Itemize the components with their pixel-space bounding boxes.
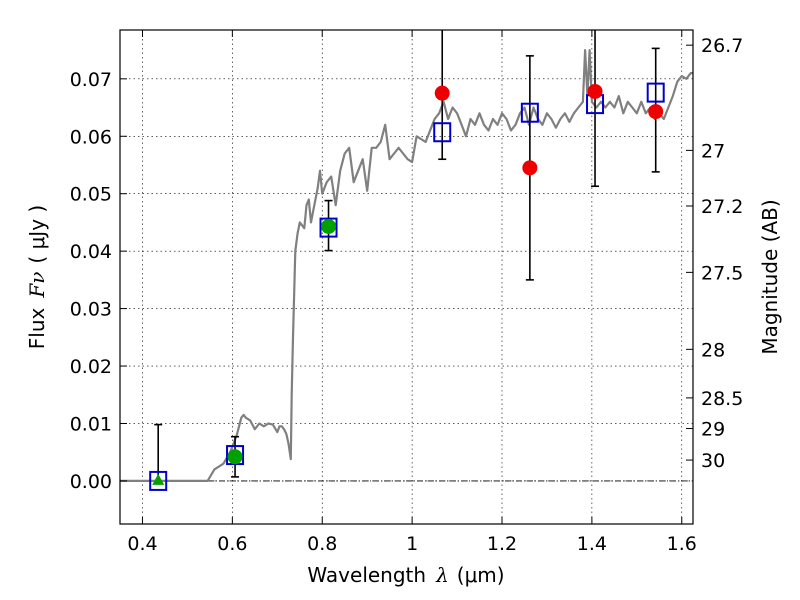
observed-flux-point xyxy=(522,160,538,176)
y-axis-label-text: Flux xyxy=(25,307,49,349)
axis-ticks xyxy=(120,30,693,524)
mag-tick-label: 27.5 xyxy=(701,262,743,284)
x-tick-label: 1 xyxy=(406,533,418,555)
y-tick-label: 0.06 xyxy=(70,126,112,148)
x-tick-label: 0.4 xyxy=(127,533,157,555)
plot-frame xyxy=(119,29,694,525)
model-photometry-square xyxy=(319,217,338,238)
x-axis-math: λ xyxy=(435,563,449,587)
observed-flux-point xyxy=(227,449,243,465)
model-photometry-square xyxy=(149,470,168,491)
x-axis-unit: (μm) xyxy=(457,563,505,587)
y-axis-unit: ( μJy ) xyxy=(25,205,49,264)
y-tick-label: 0.05 xyxy=(70,184,112,206)
y-tick-label: 0.04 xyxy=(70,241,112,263)
y-tick-label: 0.01 xyxy=(70,413,112,435)
observed-flux-point xyxy=(434,85,450,101)
right-axis-label: Magnitude (AB) xyxy=(758,199,782,354)
y-axis-math: Fν xyxy=(25,272,49,299)
observed-flux-point xyxy=(587,83,603,99)
x-tick-label: 0.6 xyxy=(217,533,247,555)
y-axis-label: Flux Fν ( μJy ) xyxy=(25,205,49,349)
mag-tick-label: 28.5 xyxy=(701,388,743,410)
observed-upper-limit-triangle xyxy=(152,473,165,485)
mag-tick-label: 26.7 xyxy=(701,35,743,57)
mag-tick-label: 27 xyxy=(701,140,725,162)
mag-tick-label: 30 xyxy=(701,450,725,472)
x-axis-label: Wavelength λ (μm) xyxy=(307,563,504,587)
x-tick-label: 1.6 xyxy=(667,533,697,555)
mag-tick-label: 28 xyxy=(701,339,725,361)
x-tick-label: 1.4 xyxy=(577,533,607,555)
x-axis-label-text: Wavelength xyxy=(307,563,426,587)
model-photometry-square xyxy=(433,122,452,143)
mag-tick-label: 29 xyxy=(701,419,725,441)
observed-flux-point xyxy=(648,104,664,120)
tick-labels: 0.4 0.6 0.8 1 1.2 1.4 1.6 0.00 0.01 0.02 0.03 0.04 0… xyxy=(70,35,744,555)
y-tick-label: 0.00 xyxy=(70,471,112,493)
observed-markers xyxy=(152,83,664,485)
y-tick-label: 0.03 xyxy=(70,299,112,321)
x-tick-label: 1.2 xyxy=(487,533,517,555)
observed-flux-point xyxy=(321,218,337,234)
y-tick-label: 0.07 xyxy=(70,69,112,91)
model-photometry-square xyxy=(646,82,665,103)
model-photometry-square xyxy=(520,102,539,123)
mag-tick-label: 27.2 xyxy=(701,196,743,218)
y-tick-label: 0.02 xyxy=(70,356,112,378)
x-tick-label: 0.8 xyxy=(307,533,337,555)
